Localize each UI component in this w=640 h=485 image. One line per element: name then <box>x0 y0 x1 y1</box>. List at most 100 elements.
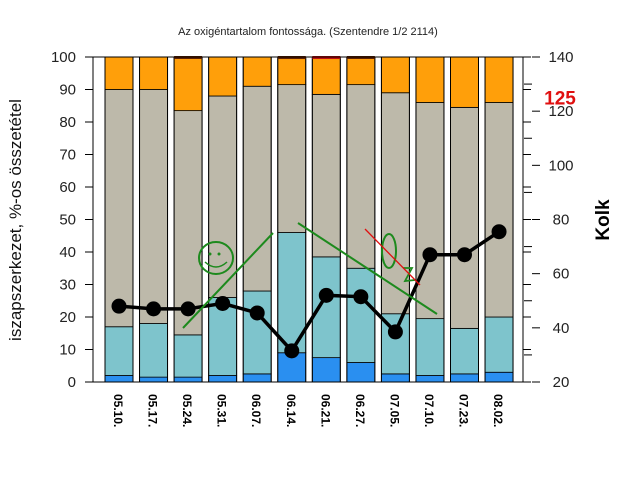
x-tick-label: 07.23. <box>457 394 471 427</box>
y-tick-label: 30 <box>59 277 76 294</box>
annotation-zero <box>381 233 397 269</box>
x-tick-label: 06.07. <box>249 394 263 427</box>
bar-segment-4 <box>415 56 445 103</box>
bar-segment-1 <box>415 375 445 383</box>
y2-tick-label: 40 <box>553 320 570 337</box>
y2-axis-label: Kolk <box>593 199 614 241</box>
line-point <box>457 247 472 263</box>
x-tick-label: 07.05. <box>387 394 401 427</box>
bar-segment-1 <box>242 373 272 383</box>
bar-segment-1 <box>380 373 410 383</box>
y-tick-label: 100 <box>51 49 76 66</box>
x-tick-label: 05.10. <box>111 394 125 427</box>
bar-segment-3 <box>415 102 445 320</box>
y-tick-label: 60 <box>59 179 76 196</box>
y-tick-label: 70 <box>59 147 76 164</box>
y-tick-label: 0 <box>68 374 76 391</box>
bar-segment-3 <box>139 89 168 324</box>
bar-segment-1 <box>173 376 203 383</box>
y-tick-label: 40 <box>59 244 76 261</box>
annotation-circle-face <box>198 241 234 275</box>
y2-highlight-label: 125 <box>544 89 576 110</box>
bar-segment-3 <box>277 84 307 233</box>
x-tick-label: 05.31. <box>215 394 229 427</box>
bar-segment-3 <box>484 102 514 318</box>
line-point <box>318 287 334 303</box>
y2-tick-label: 60 <box>553 266 570 283</box>
bar-segment-2 <box>346 267 376 363</box>
y-tick-label: 50 <box>59 212 76 229</box>
x-tick-label: 05.24. <box>180 394 194 427</box>
line-point <box>180 301 196 317</box>
bar-segment-2 <box>311 256 341 359</box>
bar-segment-4 <box>311 58 341 95</box>
bar-segment-4 <box>277 58 307 86</box>
line-point <box>387 324 403 340</box>
bar-segment-4 <box>173 56 203 112</box>
bar-segment-4 <box>104 56 134 90</box>
line-point <box>111 298 127 314</box>
bar-segment-3 <box>104 89 134 328</box>
y-axis-label: iszapszerkezet, %-os összetétel <box>6 99 25 341</box>
bar-segment-3 <box>346 84 376 269</box>
x-tick-label: 06.27. <box>353 394 367 427</box>
bar-segment-1 <box>311 357 341 383</box>
bar-segment-4 <box>208 56 238 97</box>
bar-segment-2 <box>415 318 445 376</box>
bar-segment-1 <box>208 375 238 383</box>
y-tick-label: 20 <box>59 309 76 326</box>
y2-tick-label: 140 <box>548 49 573 66</box>
bar-segment-2 <box>450 327 479 375</box>
bar-segment-2 <box>484 316 514 373</box>
line-point <box>353 289 369 305</box>
bar-segment-4 <box>139 56 168 90</box>
annotation-rising-line <box>182 232 274 329</box>
y2-tick-label: 20 <box>553 374 570 391</box>
bar-segment-2 <box>173 334 203 378</box>
y-tick-label: 90 <box>59 82 76 99</box>
annotation-eye <box>217 252 221 256</box>
plot-area: 0 10 20 30 40 50 60 70 80 90 100 20 40 60 80 100 120 140 0… <box>51 49 576 427</box>
annotations-layer <box>182 222 438 329</box>
chart-title: Az oxigéntartalom fontossága. (Szentendr… <box>178 26 438 38</box>
bar-segment-3 <box>173 110 203 336</box>
x-tick-label: 06.14. <box>284 394 298 427</box>
line-point <box>215 295 231 311</box>
annotation-eye <box>208 252 212 256</box>
bar-segment-1 <box>346 362 376 383</box>
y2-tick-label: 120 <box>548 103 573 120</box>
bar-segment-4 <box>450 56 479 108</box>
annotation-smile <box>204 261 228 268</box>
bar-segment-2 <box>104 326 134 376</box>
bar-segment-4 <box>484 56 514 103</box>
bar-segment-2 <box>242 290 272 375</box>
y-tick-label: 10 <box>59 342 76 359</box>
x-tick-label: 05.17. <box>146 394 160 427</box>
line-point <box>284 343 300 359</box>
line-point <box>249 305 265 321</box>
x-tick-label: 08.02. <box>491 394 505 427</box>
line-point <box>146 301 162 317</box>
annotation-squiggle <box>403 267 416 283</box>
bar-segment-4 <box>242 56 272 87</box>
x-tick-label: 06.21. <box>318 394 332 427</box>
y-tick-label: 80 <box>59 114 76 131</box>
plot-frame <box>92 56 524 383</box>
y2-tick-label: 100 <box>548 157 573 174</box>
annotation-falling-line <box>297 222 438 315</box>
bar-segment-3 <box>450 106 479 329</box>
bar-segment-1 <box>139 376 168 383</box>
bar-segment-4 <box>380 56 410 94</box>
x-tick-label: 07.10. <box>422 394 436 427</box>
bar-segment-3 <box>311 93 341 258</box>
y2-tick-label: 80 <box>553 212 570 229</box>
line-point <box>422 247 438 263</box>
bar-segment-2 <box>139 323 168 378</box>
bar-segment-3 <box>242 85 272 292</box>
bar-segment-1 <box>104 375 134 383</box>
bar-segment-1 <box>484 371 514 383</box>
bar-segment-1 <box>450 373 479 383</box>
line-point <box>491 224 507 240</box>
